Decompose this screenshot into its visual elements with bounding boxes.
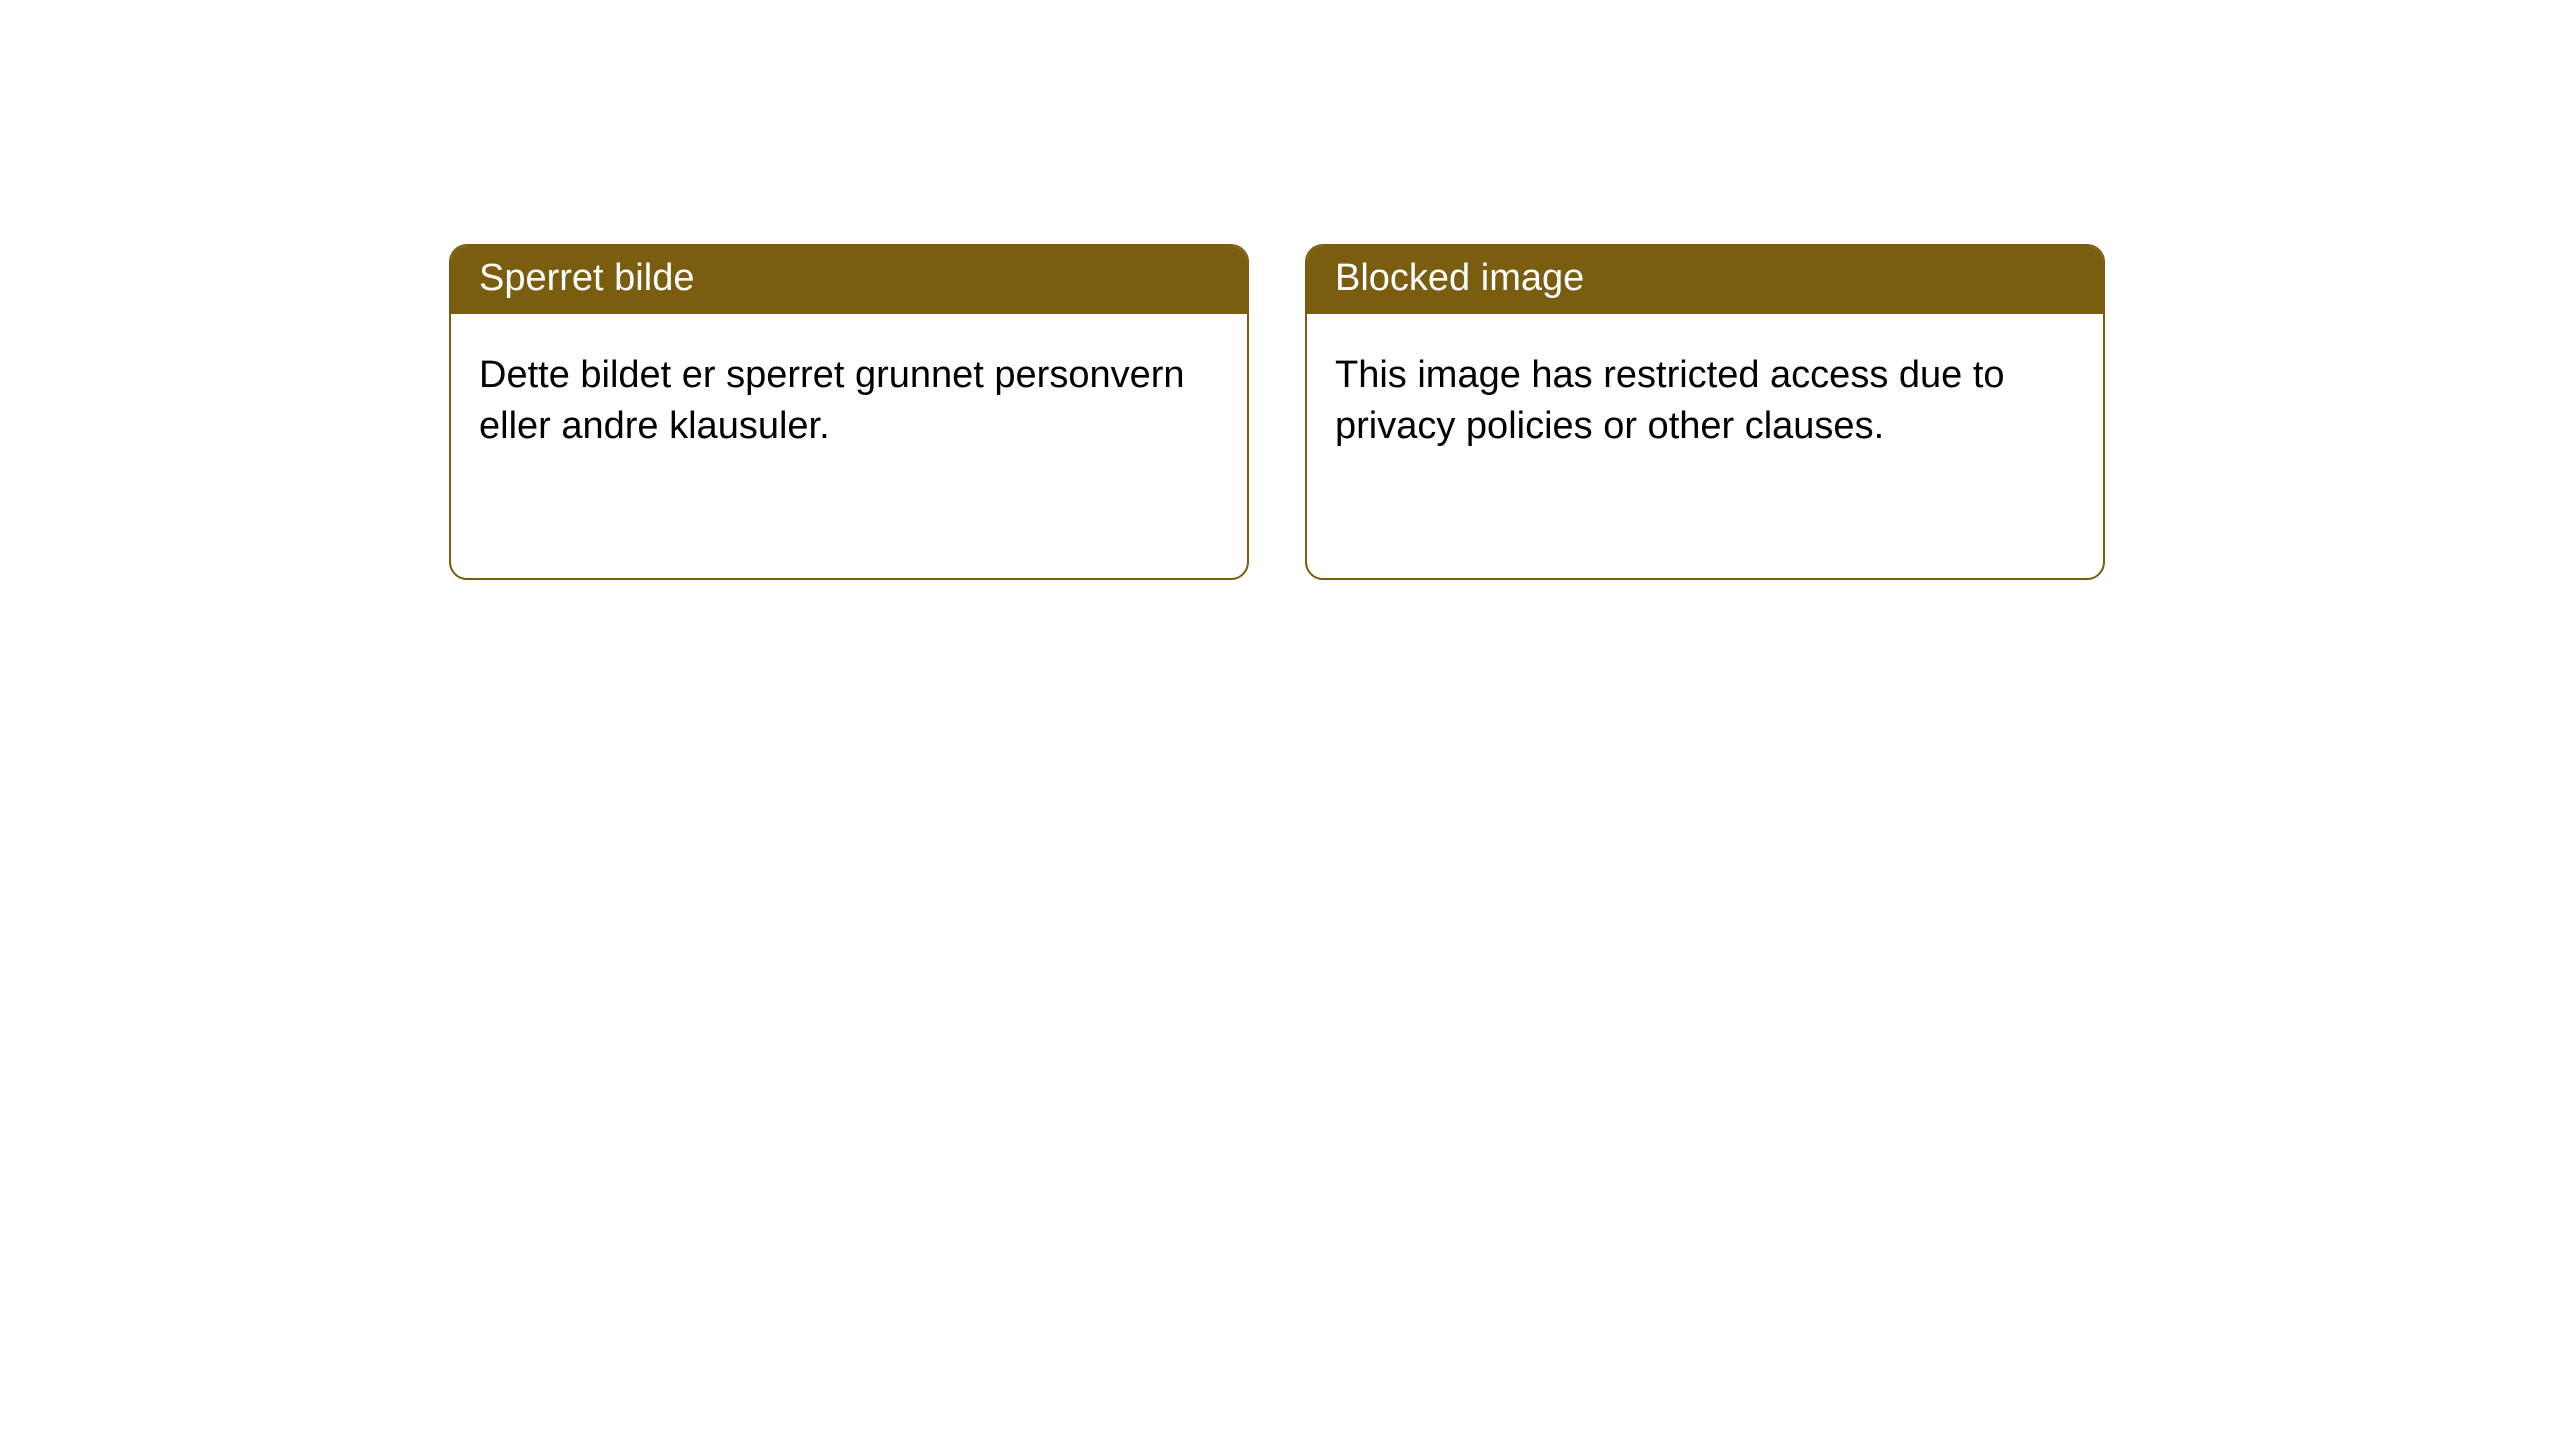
card-header: Sperret bilde [451,246,1247,314]
card-body: Dette bildet er sperret grunnet personve… [451,314,1247,489]
card-header: Blocked image [1307,246,2103,314]
card-title: Sperret bilde [479,257,694,299]
card-body: This image has restricted access due to … [1307,314,2103,489]
card-title: Blocked image [1335,257,1584,299]
blocked-image-card-no: Sperret bilde Dette bildet er sperret gr… [449,244,1249,580]
card-body-text: Dette bildet er sperret grunnet personve… [479,354,1185,447]
blocked-image-card-en: Blocked image This image has restricted … [1305,244,2105,580]
notice-container: Sperret bilde Dette bildet er sperret gr… [0,0,2560,580]
card-body-text: This image has restricted access due to … [1335,354,2005,447]
